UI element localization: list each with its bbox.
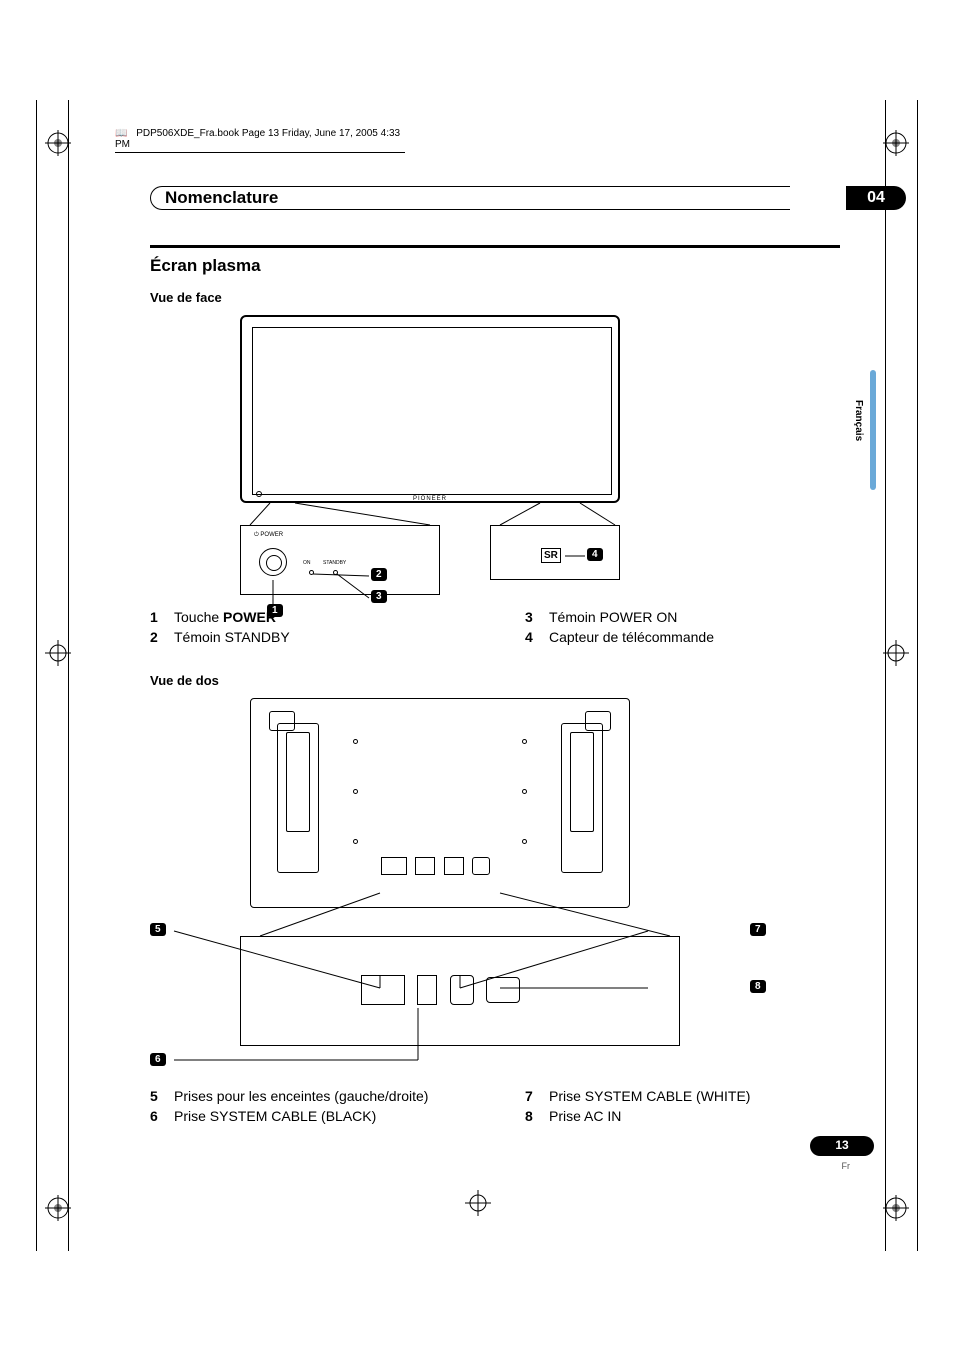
section-title: Écran plasma bbox=[150, 256, 840, 276]
legend-number: 1 bbox=[150, 609, 164, 625]
callout-badge-7: 7 bbox=[750, 923, 766, 936]
legend-item: 7 Prise SYSTEM CABLE (WHITE) bbox=[525, 1088, 840, 1104]
front-detail-power: ⏻ POWER ON STANDBY 2 3 1 bbox=[240, 525, 440, 595]
document-path-text: PDP506XDE_Fra.book Page 13 Friday, June … bbox=[115, 128, 400, 150]
chapter-title: Nomenclature bbox=[165, 188, 278, 208]
section-rule bbox=[150, 245, 840, 248]
crop-target-icon bbox=[465, 1190, 491, 1216]
legend-number: 2 bbox=[150, 629, 164, 645]
legend-text: Prise SYSTEM CABLE (BLACK) bbox=[174, 1108, 376, 1124]
legend-text: Témoin STANDBY bbox=[174, 629, 290, 645]
back-legend: 5 Prises pour les enceintes (gauche/droi… bbox=[150, 1088, 840, 1128]
zoom-port-row bbox=[361, 975, 528, 1005]
screw-icon bbox=[353, 789, 358, 794]
screw-icon bbox=[522, 839, 527, 844]
callout-badge-2: 2 bbox=[371, 568, 387, 581]
legend-text: Prises pour les enceintes (gauche/droite… bbox=[174, 1088, 428, 1104]
trim-line bbox=[885, 100, 886, 1251]
front-view-subtitle: Vue de face bbox=[150, 290, 840, 305]
book-icon: 📖 bbox=[115, 128, 127, 139]
screw-icon bbox=[353, 839, 358, 844]
tv-brand-logo: PIONEER bbox=[413, 496, 447, 502]
front-detail-sensor: SR 4 bbox=[490, 525, 620, 580]
trim-line bbox=[36, 100, 37, 1251]
legend-text: Touche POWER bbox=[174, 609, 276, 625]
document-path-header: 📖 PDP506XDE_Fra.book Page 13 Friday, Jun… bbox=[115, 128, 405, 153]
callout-badge-3: 3 bbox=[371, 590, 387, 603]
legend-number: 4 bbox=[525, 629, 539, 645]
remote-sensor-icon: SR bbox=[541, 548, 561, 563]
led-on-icon bbox=[309, 570, 314, 575]
legend-number: 3 bbox=[525, 609, 539, 625]
page-number-badge: 13 bbox=[810, 1136, 874, 1156]
callout-badge-5: 5 bbox=[150, 923, 166, 936]
front-legend: 1 Touche POWER 2 Témoin STANDBY 3 Témoin… bbox=[150, 609, 840, 649]
system-cable-black-icon bbox=[417, 975, 437, 1005]
tv-bezel: PIONEER bbox=[240, 315, 620, 503]
legend-text: Prise AC IN bbox=[549, 1108, 621, 1124]
speaker-terminal-icon bbox=[361, 975, 405, 1005]
power-button-icon bbox=[259, 548, 287, 576]
page-content: Écran plasma Vue de face PIONEER ⏻ POWER… bbox=[150, 245, 840, 1128]
legend-number: 8 bbox=[525, 1108, 539, 1124]
legend-item: 4 Capteur de télécommande bbox=[525, 629, 840, 645]
back-detail-zoom bbox=[240, 936, 680, 1046]
registration-mark-icon bbox=[45, 1195, 71, 1221]
registration-mark-icon bbox=[883, 1195, 909, 1221]
crop-target-icon bbox=[45, 640, 71, 666]
back-view-subtitle: Vue de dos bbox=[150, 673, 840, 688]
led-on-label: ON bbox=[303, 560, 311, 566]
chapter-header: Nomenclature 04 bbox=[150, 186, 854, 216]
power-text-label: ⏻ POWER bbox=[254, 532, 283, 539]
speaker-left-icon bbox=[277, 723, 319, 873]
legend-text: Témoin POWER ON bbox=[549, 609, 677, 625]
legend-text: Capteur de télécommande bbox=[549, 629, 714, 645]
led-standby-label: STANDBY bbox=[323, 560, 346, 566]
port-icon bbox=[472, 857, 490, 875]
port-icon bbox=[381, 857, 407, 875]
callout-badge-1: 1 bbox=[267, 604, 283, 617]
callout-badge-4: 4 bbox=[587, 548, 603, 561]
legend-item: 6 Prise SYSTEM CABLE (BLACK) bbox=[150, 1108, 465, 1124]
tv-screen bbox=[252, 327, 612, 495]
system-cable-white-icon bbox=[450, 975, 474, 1005]
screw-icon bbox=[522, 739, 527, 744]
screw-icon bbox=[522, 789, 527, 794]
page-lang-code: Fr bbox=[842, 1161, 851, 1171]
trim-line bbox=[917, 100, 918, 1251]
legend-number: 5 bbox=[150, 1088, 164, 1104]
legend-item: 8 Prise AC IN bbox=[525, 1108, 840, 1124]
screw-icon bbox=[353, 739, 358, 744]
figure-back-view: 5 6 7 8 bbox=[250, 698, 680, 1078]
trim-line bbox=[68, 100, 69, 1251]
port-icon bbox=[444, 857, 464, 875]
language-tab-bar bbox=[870, 370, 876, 490]
speaker-right-icon bbox=[561, 723, 603, 873]
led-standby-icon bbox=[333, 570, 338, 575]
language-tab: Français bbox=[858, 370, 876, 490]
port-row bbox=[381, 857, 501, 879]
registration-mark-icon bbox=[883, 130, 909, 156]
port-icon bbox=[415, 857, 435, 875]
ac-in-icon bbox=[486, 977, 520, 1003]
legend-number: 7 bbox=[525, 1088, 539, 1104]
chapter-title-pill: Nomenclature bbox=[150, 186, 790, 210]
registration-mark-icon bbox=[45, 130, 71, 156]
page-number: 13 bbox=[835, 1136, 848, 1154]
legend-number: 6 bbox=[150, 1108, 164, 1124]
legend-item: 5 Prises pour les enceintes (gauche/droi… bbox=[150, 1088, 465, 1104]
legend-item: 2 Témoin STANDBY bbox=[150, 629, 465, 645]
tv-indicator-dot bbox=[256, 491, 262, 497]
legend-text: Prise SYSTEM CABLE (WHITE) bbox=[549, 1088, 750, 1104]
figure-front-view: PIONEER ⏻ POWER ON STANDBY 2 3 1 bbox=[240, 315, 620, 595]
legend-item: 3 Témoin POWER ON bbox=[525, 609, 840, 625]
crop-target-icon bbox=[883, 640, 909, 666]
callout-badge-8: 8 bbox=[750, 980, 766, 993]
language-tab-label: Français bbox=[853, 400, 864, 441]
chapter-number-badge: 04 bbox=[846, 186, 906, 210]
callout-badge-6: 6 bbox=[150, 1053, 166, 1066]
legend-item: 1 Touche POWER bbox=[150, 609, 465, 625]
tv-back-panel bbox=[250, 698, 630, 908]
